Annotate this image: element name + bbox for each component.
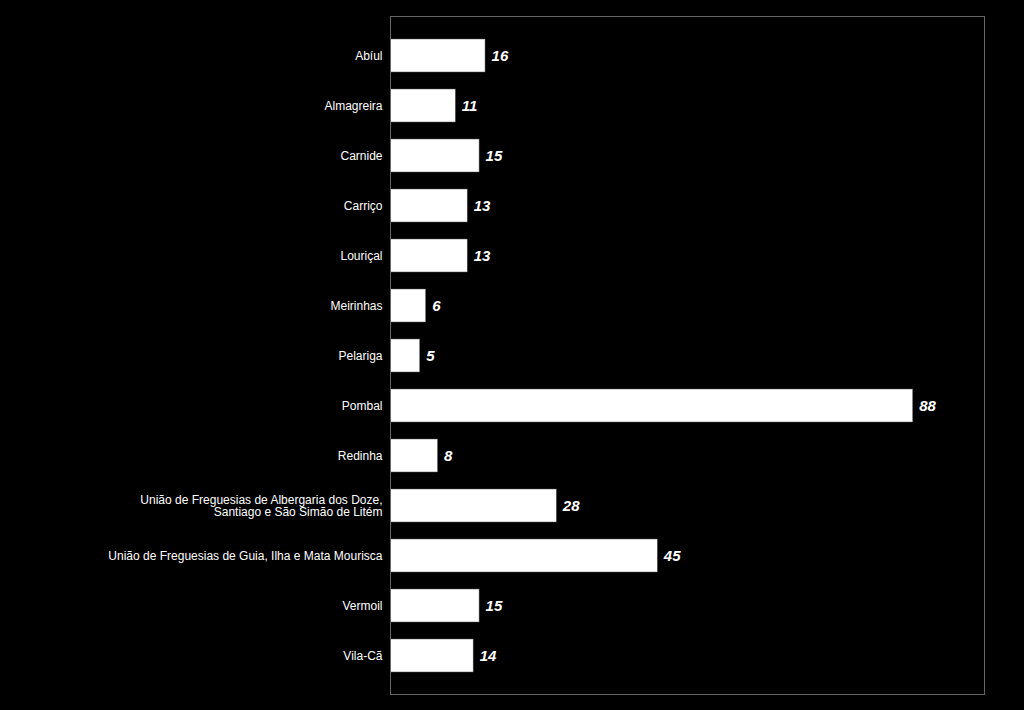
svg-text:Carnide: Carnide (340, 149, 382, 163)
svg-text:Redinha: Redinha (338, 449, 383, 463)
svg-text:6: 6 (432, 297, 441, 314)
svg-text:88: 88 (919, 397, 936, 414)
svg-text:8: 8 (444, 447, 453, 464)
svg-text:Vermoil: Vermoil (342, 599, 382, 613)
svg-text:Vila-Cã: Vila-Cã (343, 649, 382, 663)
svg-text:Meirinhas: Meirinhas (330, 299, 382, 313)
svg-text:Pelariga: Pelariga (338, 349, 382, 363)
svg-text:15: 15 (486, 147, 503, 164)
svg-text:União de Freguesias de Alberga: União de Freguesias de Albergaria dos Do… (140, 493, 382, 519)
svg-text:Pombal: Pombal (342, 399, 383, 413)
svg-text:15: 15 (486, 597, 503, 614)
svg-text:Abíul: Abíul (355, 49, 382, 63)
svg-text:14: 14 (480, 647, 497, 664)
svg-text:União de Freguesias de Guia, I: União de Freguesias de Guia, Ilha e Mata… (108, 549, 382, 563)
svg-text:Louriçal: Louriçal (340, 249, 382, 263)
svg-text:Almagreira: Almagreira (324, 99, 382, 113)
svg-text:13: 13 (474, 247, 491, 264)
svg-text:Carriço: Carriço (344, 199, 383, 213)
svg-text:13: 13 (474, 197, 491, 214)
svg-text:5: 5 (426, 347, 435, 364)
svg-text:16: 16 (492, 47, 509, 64)
svg-text:45: 45 (663, 547, 681, 564)
svg-text:28: 28 (562, 497, 580, 514)
svg-text:11: 11 (462, 97, 478, 114)
